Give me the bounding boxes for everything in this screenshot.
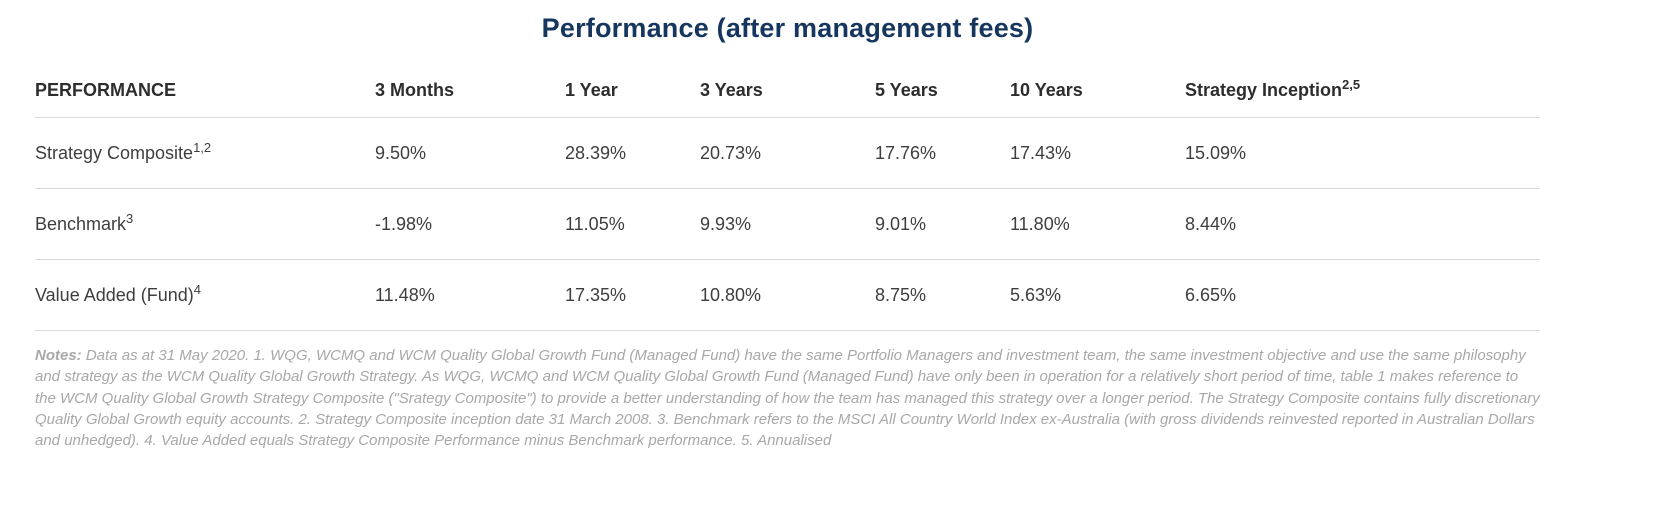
column-header-strategy-inception: Strategy Inception2,5 (1185, 76, 1540, 101)
cell-value: 28.39% (565, 142, 627, 163)
column-header-3-years: 3 Years (700, 79, 763, 100)
column-header-3-months: 3 Months (375, 79, 454, 100)
column-header-5-years: 5 Years (875, 79, 938, 100)
cell-value: 11.05% (565, 213, 625, 234)
footnote-marker: 1,2 (193, 139, 212, 155)
row-label: Value Added (Fund)4 (35, 281, 375, 306)
content-container: Performance (after management fees) PERF… (35, 0, 1540, 451)
column-header-10-years: 10 Years (1010, 79, 1083, 100)
cell-value: 8.75% (875, 284, 927, 305)
table-header-row: PERFORMANCE 3 Months 1 Year 3 Years 5 Ye… (35, 63, 1540, 118)
table-row-benchmark: Benchmark3 -1.98% 11.05% 9.93% 9.01% 11.… (35, 189, 1540, 260)
row-label-text: Benchmark (35, 213, 127, 234)
footnotes-label: Notes: (35, 347, 82, 364)
row-label: Benchmark3 (35, 210, 375, 235)
cell-value: 11.48% (375, 284, 435, 305)
table-row-strategy-composite: Strategy Composite1,2 9.50% 28.39% 20.73… (35, 118, 1540, 189)
row-label: Strategy Composite1,2 (35, 139, 375, 164)
footnotes: Notes: Data as at 31 May 2020. 1. WQG, W… (35, 331, 1540, 451)
footnote-marker: 3 (126, 210, 134, 226)
cell-value: 20.73% (700, 142, 762, 163)
cell-value: -1.98% (375, 213, 433, 234)
column-header-label: Strategy Inception (1185, 79, 1343, 100)
cell-value: 9.50% (375, 142, 427, 163)
row-label-text: Strategy Composite (35, 142, 194, 163)
cell-value: 8.44% (1185, 213, 1237, 234)
column-header-performance: PERFORMANCE (35, 79, 177, 100)
footnotes-text: Data as at 31 May 2020. 1. WQG, WCMQ and… (35, 347, 1540, 450)
row-label-text: Value Added (Fund) (35, 284, 194, 305)
cell-value: 15.09% (1185, 142, 1247, 163)
footnote-marker: 4 (193, 281, 202, 297)
cell-value: 17.43% (1010, 142, 1072, 163)
cell-value: 17.35% (565, 284, 627, 305)
cell-value: 9.01% (875, 213, 927, 234)
cell-value: 17.76% (875, 142, 937, 163)
page-title: Performance (after management fees) (541, 13, 1034, 43)
footnote-marker: 2,5 (1342, 76, 1361, 92)
cell-value: 11.80% (1010, 213, 1070, 234)
cell-value: 9.93% (700, 213, 752, 234)
performance-table: PERFORMANCE 3 Months 1 Year 3 Years 5 Ye… (35, 63, 1540, 331)
table-row-value-added-fund: Value Added (Fund)4 11.48% 17.35% 10.80%… (35, 260, 1540, 331)
column-header-1-year: 1 Year (565, 79, 618, 100)
cell-value: 6.65% (1185, 284, 1237, 305)
cell-value: 5.63% (1010, 284, 1062, 305)
cell-value: 10.80% (700, 284, 762, 305)
